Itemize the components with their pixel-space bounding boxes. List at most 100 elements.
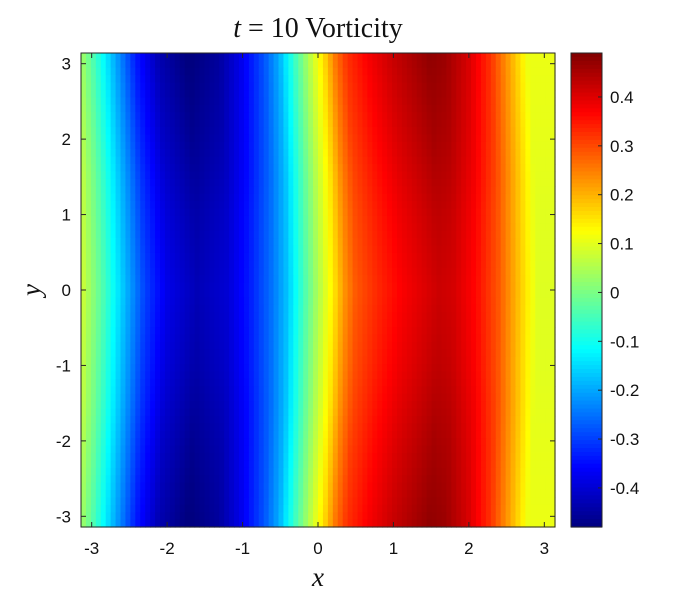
heatmap-cell (224, 127, 230, 136)
heatmap-cell (545, 267, 551, 276)
heatmap-cell (441, 371, 447, 380)
heatmap-cell (387, 208, 393, 217)
heatmap-cell (411, 401, 418, 410)
heatmap-cell (421, 238, 428, 247)
heatmap-cell (303, 223, 309, 232)
heatmap-cell (485, 186, 492, 195)
heatmap-cell (485, 341, 492, 350)
heatmap-cell (490, 119, 497, 128)
heatmap-cell (406, 245, 413, 254)
heatmap-cell (476, 223, 482, 232)
heatmap-cell (416, 75, 423, 84)
heatmap-cell (406, 282, 413, 291)
heatmap-cell (81, 60, 87, 69)
heatmap-cell (362, 245, 368, 254)
heatmap-cell (535, 430, 541, 439)
heatmap-cell (169, 393, 176, 402)
heatmap-cell (550, 223, 556, 232)
heatmap-cell (115, 201, 122, 210)
heatmap-cell (401, 349, 408, 358)
heatmap-cell (283, 297, 289, 306)
heatmap-cell (130, 193, 136, 202)
heatmap-cell (95, 312, 102, 321)
heatmap-cell (258, 164, 265, 173)
heatmap-cell (105, 341, 112, 350)
heatmap-cell (426, 401, 433, 410)
heatmap-cell (456, 67, 462, 76)
heatmap-cell (268, 127, 275, 136)
heatmap-cell (550, 312, 556, 321)
heatmap-cell (535, 341, 541, 350)
heatmap-cell (243, 430, 250, 439)
heatmap-cell (318, 238, 324, 247)
heatmap-cell (466, 393, 472, 402)
heatmap-cell (204, 238, 210, 247)
heatmap-cell (95, 290, 102, 299)
heatmap-cell (81, 430, 87, 439)
heatmap-cell (401, 312, 408, 321)
heatmap-cell (397, 430, 403, 439)
heatmap-cell (500, 415, 507, 424)
heatmap-cell (105, 356, 112, 365)
heatmap-cell (105, 260, 112, 269)
heatmap-cell (115, 386, 122, 395)
heatmap-cell (268, 60, 275, 69)
heatmap-cell (540, 60, 546, 69)
heatmap-cell (476, 364, 482, 373)
heatmap-cell (85, 238, 92, 247)
heatmap-cell (125, 90, 131, 99)
heatmap-cell (451, 245, 457, 254)
heatmap-cell (169, 112, 176, 121)
heatmap-cell (81, 141, 87, 150)
heatmap-cell (229, 260, 235, 269)
heatmap-cell (436, 252, 443, 261)
heatmap-cell (490, 260, 497, 269)
heatmap-cell (401, 341, 408, 350)
heatmap-cell (234, 415, 240, 424)
heatmap-cell (327, 275, 334, 284)
heatmap-cell (189, 334, 196, 343)
heatmap-cell (234, 319, 240, 328)
heatmap-cell (480, 378, 487, 387)
heatmap-cell (120, 334, 127, 343)
heatmap-cell (199, 275, 206, 284)
heatmap-cell (164, 282, 171, 291)
heatmap-cell (515, 341, 522, 350)
heatmap-cell (540, 104, 546, 113)
heatmap-cell (194, 275, 201, 284)
heatmap-cell (169, 67, 176, 76)
heatmap-cell (525, 415, 531, 424)
heatmap-cell (466, 119, 472, 128)
heatmap-cell (520, 252, 526, 261)
heatmap-cell (342, 127, 349, 136)
heatmap-cell (194, 193, 201, 202)
heatmap-cell (342, 364, 349, 373)
heatmap-cell (397, 90, 403, 99)
heatmap-cell (209, 393, 215, 402)
heatmap-cell (490, 430, 497, 439)
heatmap-cell (446, 223, 452, 232)
heatmap-cell (115, 408, 122, 417)
heatmap-cell (387, 393, 393, 402)
heatmap-cell (421, 430, 428, 439)
heatmap-cell (342, 245, 349, 254)
heatmap-cell (248, 127, 255, 136)
heatmap-cell (258, 201, 265, 210)
heatmap-cell (461, 82, 467, 91)
heatmap-cell (125, 201, 131, 210)
heatmap-cell (288, 75, 294, 84)
heatmap-cell (520, 193, 526, 202)
heatmap-cell (189, 312, 196, 321)
heatmap-cell (293, 267, 299, 276)
heatmap-cell (480, 356, 487, 365)
heatmap-cell (337, 356, 344, 365)
heatmap-cell (431, 90, 438, 99)
heatmap-cell (520, 201, 526, 210)
heatmap-cell (500, 304, 507, 313)
heatmap-cell (258, 252, 265, 261)
heatmap-cell (318, 386, 324, 395)
heatmap-cell (184, 178, 191, 187)
heatmap-cell (234, 201, 240, 210)
heatmap-cell (466, 238, 472, 247)
heatmap-cell (426, 97, 433, 106)
